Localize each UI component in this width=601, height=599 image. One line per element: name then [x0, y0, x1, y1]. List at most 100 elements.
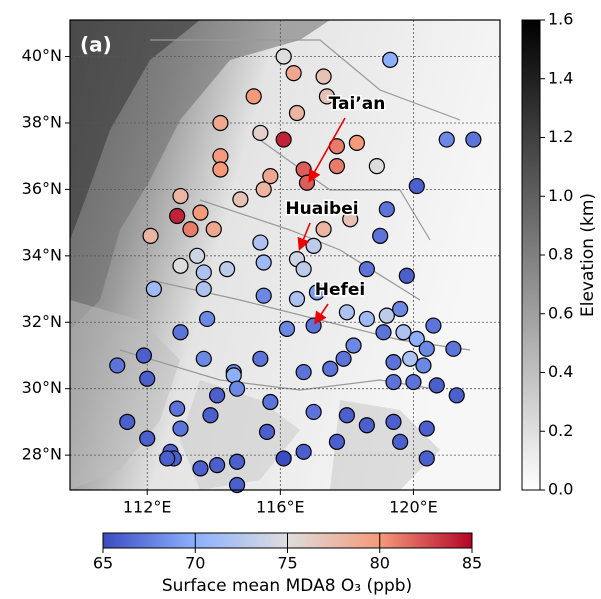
station-point [339, 305, 354, 320]
elevation-colorbar [522, 20, 540, 490]
station-point [316, 222, 331, 237]
station-point [213, 115, 228, 130]
elevation-tick-label: 1.4 [548, 68, 573, 87]
annotation-label: Huaibei [285, 199, 358, 219]
station-point [146, 282, 161, 297]
station-point [200, 311, 215, 326]
station-point [383, 52, 398, 67]
station-point [329, 434, 344, 449]
station-point [206, 222, 221, 237]
station-point [329, 159, 344, 174]
station-point [173, 325, 188, 340]
station-point [190, 248, 205, 263]
station-point [170, 401, 185, 416]
elevation-tick-label: 1.6 [548, 10, 573, 29]
station-point [306, 318, 321, 333]
station-point [419, 421, 434, 436]
station-point [289, 106, 304, 121]
station-point [253, 125, 268, 140]
station-point [359, 311, 374, 326]
colorbar-tick-label: 65 [93, 554, 113, 573]
station-point [253, 235, 268, 250]
elevation-tick-label: 1.0 [548, 186, 573, 205]
station-point [373, 228, 388, 243]
station-point [296, 444, 311, 459]
station-point [359, 418, 374, 433]
station-point [466, 132, 481, 147]
station-point [183, 222, 198, 237]
station-point [210, 458, 225, 473]
station-point [339, 408, 354, 423]
station-point [396, 325, 411, 340]
elevation-tick-label: 0.6 [548, 303, 573, 322]
elevation-colorbar-ticks: 0.00.20.40.60.81.01.21.41.6 [540, 10, 573, 499]
annotation-label: Hefei [315, 280, 366, 300]
station-point [316, 69, 331, 84]
station-point [210, 388, 225, 403]
station-point [306, 238, 321, 253]
station-point [346, 338, 361, 353]
station-point [386, 375, 401, 390]
station-point [136, 348, 151, 363]
o3-colorbar-label: Surface mean MDA8 O₃ (ppb) [162, 576, 412, 596]
station-point [263, 169, 278, 184]
station-point [193, 461, 208, 476]
station-point [276, 49, 291, 64]
colorbar-tick-label: 85 [462, 554, 482, 573]
colorbar-tick-label: 75 [277, 554, 297, 573]
station-point [170, 208, 185, 223]
elevation-tick-label: 0.8 [548, 245, 573, 264]
station-point [446, 341, 461, 356]
station-point [439, 132, 454, 147]
elevation-tick-label: 0.2 [548, 421, 573, 440]
station-point [409, 179, 424, 194]
station-point [279, 321, 294, 336]
station-point [276, 451, 291, 466]
x-tick-label: 116°E [256, 498, 305, 517]
elevation-tick-label: 0.0 [548, 480, 573, 499]
station-point [296, 262, 311, 277]
station-point [379, 308, 394, 323]
station-point [263, 394, 278, 409]
station-point [140, 431, 155, 446]
station-point [323, 361, 338, 376]
elevation-colorbar-label: Elevation (km) [578, 193, 598, 317]
station-point [196, 282, 211, 297]
annotation-label: Tai’an [329, 94, 386, 114]
station-point [256, 182, 271, 197]
station-point [173, 189, 188, 204]
x-tick-label: 112°E [123, 498, 172, 517]
station-point [143, 228, 158, 243]
station-point [256, 255, 271, 270]
station-point [276, 132, 291, 147]
y-tick-label: 28°N [22, 445, 62, 464]
station-point [403, 351, 418, 366]
station-point [203, 408, 218, 423]
station-point [173, 258, 188, 273]
station-point [379, 202, 394, 217]
colorbar-tick-label: 70 [185, 554, 205, 573]
station-point [253, 351, 268, 366]
station-point [220, 262, 235, 277]
station-point [393, 434, 408, 449]
station-point [399, 268, 414, 283]
station-point [429, 378, 444, 393]
station-point [246, 89, 261, 104]
station-point [386, 414, 401, 429]
station-point [196, 265, 211, 280]
station-point [213, 162, 228, 177]
station-point [306, 404, 321, 419]
station-point [359, 262, 374, 277]
station-point [286, 66, 301, 81]
station-point [416, 358, 431, 373]
y-tick-label: 38°N [22, 112, 62, 131]
station-point [369, 159, 384, 174]
station-point [289, 292, 304, 307]
y-tick-label: 40°N [22, 46, 62, 65]
station-point [386, 355, 401, 370]
station-point [233, 192, 248, 207]
station-point [140, 371, 155, 386]
station-point [173, 421, 188, 436]
station-point [230, 454, 245, 469]
station-point [256, 288, 271, 303]
